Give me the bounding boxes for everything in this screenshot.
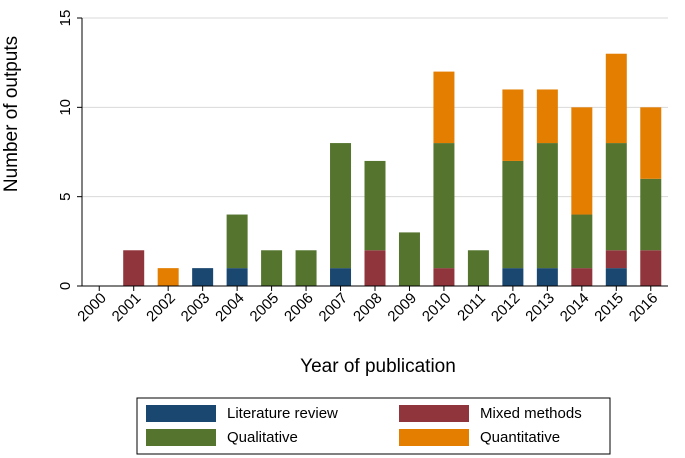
bar-segment-literature-review-2003: [192, 268, 213, 286]
y-tick-label: 15: [57, 10, 74, 27]
bar-segment-qualitative-2014: [571, 215, 592, 269]
legend-swatch: [399, 429, 469, 446]
y-tick-label: 10: [57, 99, 74, 116]
bar-segment-quantitative-2015: [606, 54, 627, 143]
y-ticks: 0 5 10 15: [57, 10, 82, 291]
bar-segment-qualitative-2006: [296, 250, 317, 286]
legend-label: Qualitative: [227, 429, 298, 446]
x-tick-label: 2002: [143, 290, 179, 326]
bar-segment-qualitative-2004: [227, 215, 248, 269]
x-ticks: 2000200120022003200420052006200720082009…: [74, 286, 661, 325]
bar-segment-quantitative-2014: [571, 107, 592, 214]
bar-segment-qualitative-2007: [330, 143, 351, 268]
bar-segment-literature-review-2012: [502, 268, 523, 286]
legend-label: Quantitative: [480, 429, 560, 446]
x-tick-label: 2000: [74, 290, 110, 326]
bar-segment-mixed-methods-2008: [365, 250, 386, 286]
x-tick-label: 2001: [109, 290, 145, 326]
x-axis-title: Year of publication: [300, 356, 456, 377]
bar-segment-quantitative-2002: [158, 268, 179, 286]
x-tick-label: 2003: [178, 290, 214, 326]
x-tick-label: 2008: [350, 290, 386, 326]
bar-segment-qualitative-2015: [606, 143, 627, 250]
legend-label: Literature review: [227, 405, 338, 422]
bar-segment-literature-review-2004: [227, 268, 248, 286]
bar-segment-mixed-methods-2001: [123, 250, 144, 286]
x-tick-label: 2014: [557, 290, 593, 326]
x-tick-label: 2015: [591, 290, 627, 326]
legend-item-literature-review: Literature review: [146, 405, 338, 422]
bar-segment-qualitative-2005: [261, 250, 282, 286]
bar-segment-mixed-methods-2014: [571, 268, 592, 286]
bar-segment-quantitative-2010: [433, 72, 454, 143]
bar-segment-qualitative-2012: [502, 161, 523, 268]
bar-segment-mixed-methods-2015: [606, 250, 627, 268]
bar-segment-quantitative-2016: [640, 107, 661, 178]
bar-segment-literature-review-2015: [606, 268, 627, 286]
y-axis-title: Number of outputs: [1, 36, 22, 192]
bar-segment-qualitative-2013: [537, 143, 558, 268]
x-tick-label: 2013: [522, 290, 558, 326]
legend-item-quantitative: Quantitative: [399, 429, 560, 446]
x-tick-label: 2016: [626, 290, 662, 326]
bar-segment-mixed-methods-2010: [433, 268, 454, 286]
bar-segment-qualitative-2016: [640, 179, 661, 250]
bar-segment-quantitative-2012: [502, 89, 523, 160]
x-tick-label: 2010: [419, 290, 455, 326]
x-tick-label: 2006: [281, 290, 317, 326]
x-tick-label: 2011: [454, 290, 489, 325]
x-tick-label: 2012: [488, 290, 524, 326]
legend-item-mixed-methods: Mixed methods: [399, 405, 582, 422]
legend-swatch: [146, 429, 216, 446]
bar-segment-qualitative-2009: [399, 232, 420, 286]
x-tick-label: 2005: [247, 290, 283, 326]
bar-segment-qualitative-2010: [433, 143, 454, 268]
x-tick-label: 2009: [384, 290, 420, 326]
bar-segment-literature-review-2007: [330, 268, 351, 286]
bar-segment-quantitative-2013: [537, 89, 558, 143]
bar-segment-literature-review-2013: [537, 268, 558, 286]
y-tick-label: 5: [57, 192, 74, 200]
legend: Literature review Mixed methods Qualitativ…: [137, 398, 610, 454]
legend-label: Mixed methods: [480, 405, 582, 422]
bars: [123, 54, 661, 286]
legend-swatch: [146, 405, 216, 422]
x-tick-label: 2004: [212, 290, 248, 326]
bar-segment-qualitative-2008: [365, 161, 386, 250]
y-tick-label: 0: [57, 282, 74, 290]
legend-swatch: [399, 405, 469, 422]
bar-segment-qualitative-2011: [468, 250, 489, 286]
x-tick-label: 2007: [316, 290, 352, 326]
bar-segment-mixed-methods-2016: [640, 250, 661, 286]
